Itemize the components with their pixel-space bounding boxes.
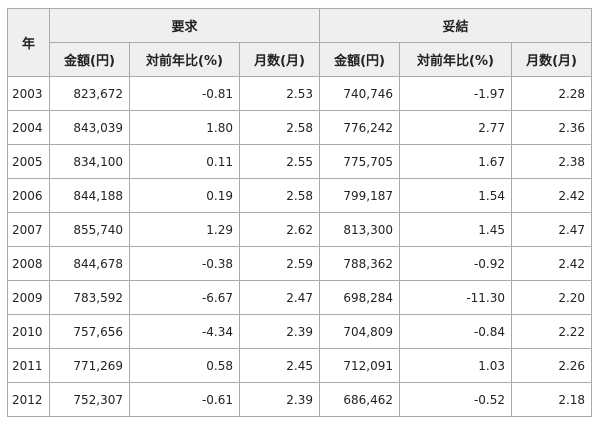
year-cell: 2012 — [7, 382, 50, 417]
value-cell: 2.58 — [238, 178, 321, 213]
value-cell: 844,678 — [49, 246, 130, 281]
value-cell: 0.58 — [129, 348, 240, 383]
group-header: 妥結 — [319, 8, 593, 43]
value-cell: 752,307 — [49, 382, 130, 417]
value-cell: 1.54 — [399, 178, 513, 213]
value-cell: 2.47 — [238, 280, 321, 315]
value-cell: 2.45 — [238, 348, 321, 383]
value-cell: -11.30 — [399, 280, 513, 315]
value-cell: 2.62 — [238, 212, 321, 247]
value-cell: 844,188 — [49, 178, 130, 213]
value-cell: -0.38 — [129, 246, 240, 281]
value-cell: -0.52 — [399, 382, 513, 417]
value-cell: 1.03 — [399, 348, 513, 383]
value-cell: 823,672 — [49, 76, 130, 111]
value-cell: 2.58 — [238, 110, 321, 145]
table-row: 2012 752,307 -0.61 2.39 686,462 -0.52 2.18 — [7, 382, 593, 417]
value-cell: 2.20 — [511, 280, 593, 315]
value-cell: 843,039 — [49, 110, 130, 145]
value-cell: 1.29 — [129, 212, 240, 247]
value-cell: -1.97 — [399, 76, 513, 111]
year-cell: 2008 — [7, 246, 50, 281]
column-header: 金額(円) — [49, 42, 130, 77]
value-cell: 2.59 — [238, 246, 321, 281]
year-cell: 2010 — [7, 314, 50, 349]
column-header: 金額(円) — [319, 42, 401, 77]
value-cell: -4.34 — [129, 314, 240, 349]
value-cell: 834,100 — [49, 144, 130, 179]
data-table: 年 要求 妥結 金額(円) 対前年比(%) 月数(月) 金額(円) 対前年比(%) 月数(… — [7, 8, 593, 417]
value-cell: 2.47 — [511, 212, 593, 247]
table-row: 2010 757,656 -4.34 2.39 704,809 -0.84 2.22 — [7, 314, 593, 349]
value-cell: 2.18 — [511, 382, 593, 417]
value-cell: 0.11 — [129, 144, 240, 179]
value-cell: 813,300 — [319, 212, 401, 247]
table-row: 2006 844,188 0.19 2.58 799,187 1.54 2.42 — [7, 178, 593, 213]
header-row: 年 要求 妥結 — [7, 8, 593, 77]
header-row: 金額(円) 対前年比(%) 月数(月) 金額(円) 対前年比(%) 月数(月) — [8, 42, 593, 77]
value-cell: 799,187 — [319, 178, 401, 213]
value-cell: 704,809 — [319, 314, 401, 349]
value-cell: 775,705 — [319, 144, 401, 179]
column-header: 対前年比(%) — [399, 42, 513, 77]
table-body: 2003 823,672 -0.81 2.53 740,746 -1.97 2.28 2004… — [7, 76, 593, 417]
table-row: 2005 834,100 0.11 2.55 775,705 1.67 2.38 — [7, 144, 593, 179]
year-cell: 2004 — [7, 110, 50, 145]
table-row: 2007 855,740 1.29 2.62 813,300 1.45 2.47 — [7, 212, 593, 247]
value-cell: 757,656 — [49, 314, 130, 349]
table-header: 年 要求 妥結 金額(円) 対前年比(%) 月数(月) 金額(円) 対前年比(%) 月数(… — [7, 8, 593, 77]
table-row: 2004 843,039 1.80 2.58 776,242 2.77 2.36 — [7, 110, 593, 145]
value-cell: 783,592 — [49, 280, 130, 315]
value-cell: -6.67 — [129, 280, 240, 315]
value-cell: 2.28 — [511, 76, 593, 111]
column-header: 月数(月) — [511, 42, 593, 77]
year-cell: 2006 — [7, 178, 50, 213]
value-cell: 771,269 — [49, 348, 130, 383]
value-cell: 776,242 — [319, 110, 401, 145]
value-cell: 788,362 — [319, 246, 401, 281]
value-cell: -0.81 — [129, 76, 240, 111]
value-cell: 1.45 — [399, 212, 513, 247]
value-cell: 2.39 — [238, 382, 321, 417]
value-cell: 2.42 — [511, 178, 593, 213]
value-cell: 740,746 — [319, 76, 401, 111]
table-row: 2003 823,672 -0.81 2.53 740,746 -1.97 2.28 — [7, 76, 593, 111]
value-cell: 1.80 — [129, 110, 240, 145]
column-header: 対前年比(%) — [129, 42, 240, 77]
value-cell: 2.77 — [399, 110, 513, 145]
value-cell: 2.38 — [511, 144, 593, 179]
table-row: 2008 844,678 -0.38 2.59 788,362 -0.92 2.42 — [7, 246, 593, 281]
value-cell: 698,284 — [319, 280, 401, 315]
year-cell: 2007 — [7, 212, 50, 247]
value-cell: 2.53 — [238, 76, 321, 111]
table-row: 2009 783,592 -6.67 2.47 698,284 -11.30 2.20 — [7, 280, 593, 315]
column-header: 月数(月) — [238, 42, 321, 77]
value-cell: 2.36 — [511, 110, 593, 145]
year-cell: 2011 — [7, 348, 50, 383]
year-cell: 2005 — [7, 144, 50, 179]
year-header: 年 — [7, 8, 50, 77]
value-cell: 855,740 — [49, 212, 130, 247]
value-cell: 2.26 — [511, 348, 593, 383]
value-cell: 686,462 — [319, 382, 401, 417]
year-cell: 2003 — [7, 76, 50, 111]
year-cell: 2009 — [7, 280, 50, 315]
value-cell: 0.19 — [129, 178, 240, 213]
value-cell: -0.61 — [129, 382, 240, 417]
value-cell: -0.84 — [399, 314, 513, 349]
value-cell: 2.55 — [238, 144, 321, 179]
value-cell: 1.67 — [399, 144, 513, 179]
group-header: 要求 — [48, 8, 321, 43]
value-cell: 2.22 — [511, 314, 593, 349]
table-row: 2011 771,269 0.58 2.45 712,091 1.03 2.26 — [7, 348, 593, 383]
value-cell: 712,091 — [319, 348, 401, 383]
value-cell: 2.39 — [238, 314, 321, 349]
value-cell: 2.42 — [511, 246, 593, 281]
value-cell: -0.92 — [399, 246, 513, 281]
